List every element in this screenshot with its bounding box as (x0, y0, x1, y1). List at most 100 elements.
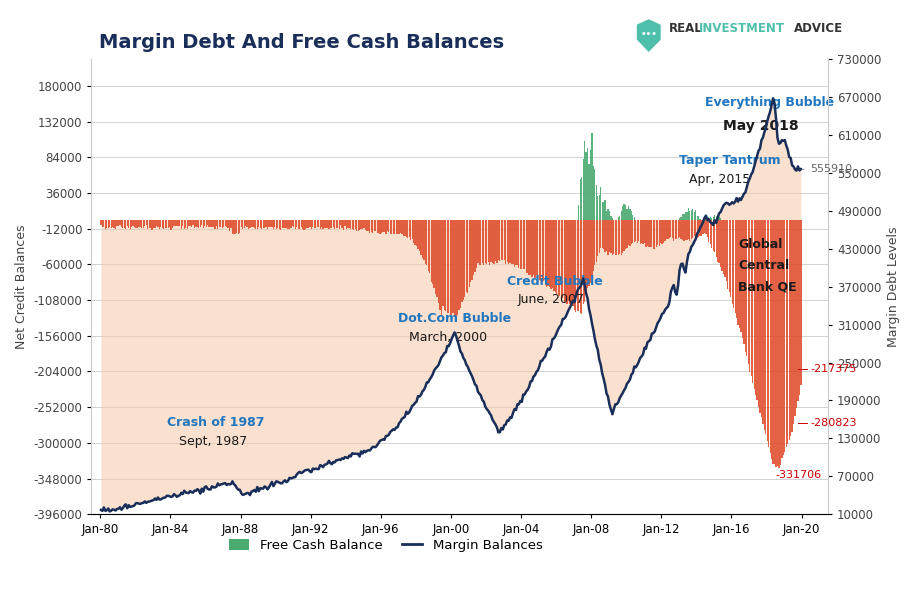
Bar (771, 220, 772, 459)
Bar (432, 220, 434, 284)
Bar (381, 220, 382, 233)
Bar (598, 194, 600, 220)
Bar (596, 220, 597, 262)
Bar (699, 220, 701, 236)
Bar (610, 220, 611, 253)
Text: INVESTMENT: INVESTMENT (699, 22, 785, 36)
Bar (720, 218, 721, 220)
Bar (224, 220, 226, 226)
Bar (597, 220, 598, 255)
Bar (131, 220, 133, 228)
Bar (257, 220, 258, 229)
Bar (666, 220, 667, 239)
Bar (628, 220, 630, 245)
Bar (296, 220, 297, 227)
Bar (126, 220, 128, 226)
Bar (382, 220, 383, 233)
Bar (464, 220, 466, 297)
Bar (601, 202, 603, 220)
Bar (102, 220, 103, 226)
Bar (123, 220, 124, 228)
Bar (324, 220, 325, 228)
Bar (664, 220, 665, 241)
Bar (540, 220, 542, 281)
Bar (730, 220, 731, 297)
Bar (365, 220, 366, 230)
Bar (725, 220, 726, 277)
Bar (775, 220, 777, 467)
Bar (318, 220, 319, 228)
Text: March, 2000: March, 2000 (409, 331, 487, 344)
Bar (533, 220, 534, 275)
Bar (727, 220, 728, 289)
Bar (481, 220, 483, 263)
Bar (394, 220, 395, 234)
Bar (272, 220, 273, 228)
Bar (547, 220, 549, 286)
Bar (530, 220, 532, 275)
Bar (518, 220, 520, 268)
Text: Sept, 1987: Sept, 1987 (179, 435, 247, 448)
Bar (670, 220, 672, 237)
Bar (124, 220, 125, 228)
Bar (650, 220, 651, 247)
Bar (590, 220, 591, 283)
Bar (789, 220, 790, 440)
Bar (779, 220, 780, 467)
Bar (515, 220, 517, 265)
Bar (605, 220, 606, 252)
Bar (692, 220, 694, 238)
Bar (500, 220, 501, 260)
Bar (116, 220, 118, 226)
Bar (797, 220, 799, 401)
Bar (583, 220, 584, 304)
Bar (441, 220, 442, 315)
Bar (686, 220, 687, 240)
Bar (331, 220, 332, 228)
Text: Margin Debt And Free Cash Balances: Margin Debt And Free Cash Balances (99, 33, 504, 52)
Bar (579, 179, 581, 220)
Bar (404, 220, 405, 236)
Bar (239, 220, 241, 233)
Bar (524, 220, 525, 269)
Bar (119, 220, 121, 225)
Bar (597, 196, 598, 220)
Bar (510, 220, 511, 263)
Bar (618, 217, 619, 220)
Bar (632, 220, 633, 243)
Bar (159, 220, 160, 229)
Bar (297, 220, 299, 228)
Bar (728, 220, 730, 292)
Bar (583, 159, 584, 220)
Bar (419, 220, 420, 251)
Bar (461, 220, 462, 303)
Bar (656, 220, 657, 247)
Bar (368, 220, 369, 231)
Bar (637, 220, 638, 243)
Bar (228, 220, 229, 228)
Bar (453, 220, 454, 313)
Bar (772, 220, 774, 464)
Bar (644, 220, 645, 243)
Bar (511, 220, 512, 265)
Bar (503, 220, 505, 260)
Bar (235, 220, 236, 234)
Bar (250, 220, 251, 228)
Bar (752, 220, 753, 384)
Bar (508, 220, 510, 263)
Bar (581, 177, 582, 220)
Bar (391, 220, 393, 234)
Text: 555910: 555910 (811, 164, 853, 174)
Bar (588, 220, 589, 286)
Bar (429, 220, 430, 273)
Bar (605, 199, 606, 220)
Bar (362, 220, 363, 230)
Bar (544, 220, 545, 284)
Bar (376, 220, 378, 233)
Bar (529, 220, 530, 275)
Bar (782, 220, 784, 455)
Bar (688, 208, 689, 220)
Bar (488, 220, 489, 262)
Bar (329, 220, 331, 228)
Bar (385, 220, 386, 234)
